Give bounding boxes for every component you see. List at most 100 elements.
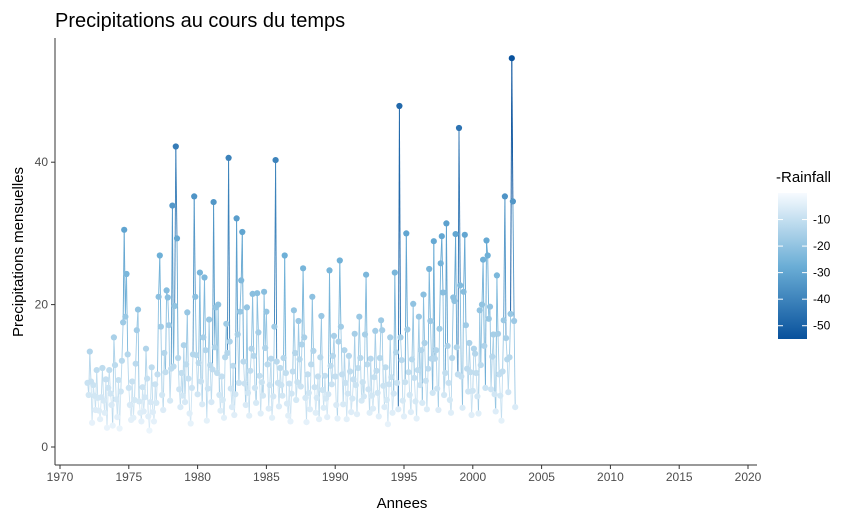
data-point <box>142 345 150 352</box>
series-segment <box>243 361 246 384</box>
series-segment <box>167 297 170 326</box>
series-segment <box>492 334 496 395</box>
data-point <box>231 411 238 419</box>
data-point <box>242 401 249 409</box>
data-point <box>184 309 191 316</box>
series-segment <box>475 372 478 397</box>
data-point <box>295 317 302 325</box>
series-segment <box>271 396 274 418</box>
data-point <box>122 313 129 320</box>
series-segment <box>205 350 208 421</box>
series-segment <box>311 296 314 351</box>
data-point <box>383 396 390 404</box>
data-point <box>298 341 305 348</box>
data-point <box>475 410 482 417</box>
series-segment <box>372 377 375 409</box>
data-point <box>387 334 394 341</box>
x-tick-label: 2020 <box>735 470 762 484</box>
series-segment <box>458 127 461 286</box>
series-segment <box>162 352 165 411</box>
series-segment <box>275 160 278 362</box>
data-point <box>431 355 438 362</box>
series-segment <box>293 310 296 354</box>
series-segment <box>345 382 348 420</box>
series-segment <box>223 357 226 418</box>
data-point <box>416 382 424 389</box>
series-segment <box>157 296 160 375</box>
data-point <box>454 371 461 378</box>
data-point <box>304 371 311 378</box>
data-point <box>110 334 117 341</box>
data-point <box>449 354 456 362</box>
data-point <box>218 373 225 380</box>
data-point <box>167 397 174 404</box>
series-segment <box>389 337 392 378</box>
data-point <box>103 424 111 431</box>
data-point <box>108 401 115 409</box>
series-segment <box>416 370 419 419</box>
data-point <box>429 389 436 396</box>
data-point <box>436 325 443 332</box>
data-point <box>171 302 178 310</box>
data-point <box>109 422 116 429</box>
data-point <box>159 391 166 399</box>
data-point <box>236 308 244 315</box>
data-point <box>461 231 468 238</box>
series-segment <box>249 348 252 371</box>
series-segment <box>349 371 352 413</box>
series-segment <box>504 196 507 339</box>
data-point <box>165 322 172 329</box>
data-point <box>201 274 208 281</box>
legend-tick-label: -30 <box>813 266 831 280</box>
series-segment <box>221 376 224 401</box>
series-segment <box>374 330 377 371</box>
data-point <box>489 353 496 360</box>
data-point <box>172 143 179 150</box>
series-segment <box>455 234 458 348</box>
series-segment <box>498 374 501 396</box>
series-segment <box>400 337 403 361</box>
x-tick-label: 2010 <box>597 470 624 484</box>
data-point <box>402 379 409 386</box>
data-point <box>493 272 500 279</box>
data-point <box>267 355 275 362</box>
legend-tick-label: -50 <box>813 319 831 333</box>
series-segment <box>239 280 242 312</box>
data-point <box>97 416 104 423</box>
series-segment <box>439 263 442 329</box>
data-point <box>412 398 419 405</box>
data-point <box>327 362 334 369</box>
data-point <box>361 331 369 338</box>
data-point <box>433 347 440 354</box>
series-segment <box>276 361 279 383</box>
data-point <box>179 392 186 399</box>
series-segment <box>302 268 305 338</box>
data-point <box>379 327 386 334</box>
series-segment <box>398 105 401 338</box>
series-segment <box>459 285 462 377</box>
data-point <box>178 369 185 377</box>
data-point <box>369 405 377 412</box>
data-point <box>283 400 291 407</box>
data-point <box>507 310 514 317</box>
data-point <box>203 417 210 424</box>
legend: -Rainfall -10 -20 -30 -40 -50 <box>776 169 831 339</box>
data-point <box>273 358 280 365</box>
data-point <box>474 393 481 400</box>
data-point <box>335 338 342 345</box>
data-point <box>101 409 108 416</box>
series-segment <box>346 393 349 420</box>
data-point <box>498 417 505 424</box>
data-point <box>150 418 158 425</box>
data-point <box>170 363 177 370</box>
series-segment <box>263 291 266 349</box>
data-point <box>202 347 209 354</box>
data-point <box>477 362 484 369</box>
series-segment <box>512 201 515 322</box>
series-segment <box>173 305 176 367</box>
data-point <box>367 355 374 362</box>
data-point <box>200 334 207 341</box>
data-point <box>275 403 283 410</box>
data-point <box>397 334 404 341</box>
series-segment <box>413 377 416 402</box>
